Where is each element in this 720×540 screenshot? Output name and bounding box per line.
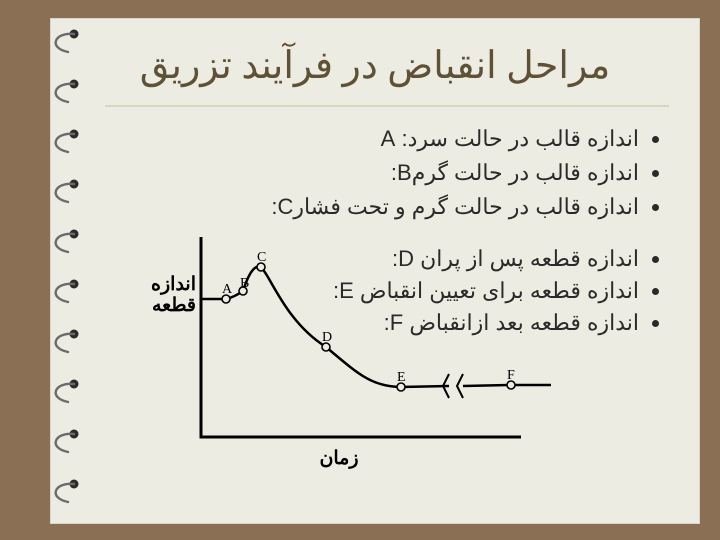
svg-text:A: A — [222, 282, 233, 297]
page-title: مراحل انقباض در فرآیند تزریق — [81, 43, 669, 88]
svg-text:E: E — [397, 370, 406, 385]
slide-paper: مراحل انقباض در فرآیند تزریق اندازه قالب… — [50, 18, 700, 524]
y-axis-label: اندازه قطعه — [140, 275, 196, 317]
chart-svg: ABC D E F — [191, 237, 591, 447]
slide-frame: مراحل انقباض در فرآیند تزریق اندازه قالب… — [0, 0, 720, 540]
list-item: اندازه قالب در حالت سرد: A — [171, 123, 639, 155]
svg-text:D: D — [322, 330, 332, 345]
list-item: اندازه قالب در حالت گرمB: — [171, 157, 639, 189]
bullet-list-top: اندازه قالب در حالت سرد: A اندازه قالب د… — [171, 123, 661, 225]
svg-text:F: F — [507, 368, 515, 383]
x-axis-label: زمان — [311, 449, 367, 468]
svg-text:B: B — [240, 276, 249, 291]
title-rule — [105, 105, 669, 107]
shrinkage-chart: ABC D E F — [191, 237, 591, 447]
svg-text:C: C — [257, 250, 266, 265]
list-item: اندازه قالب در حالت گرم و تحت فشارC: — [171, 191, 639, 223]
